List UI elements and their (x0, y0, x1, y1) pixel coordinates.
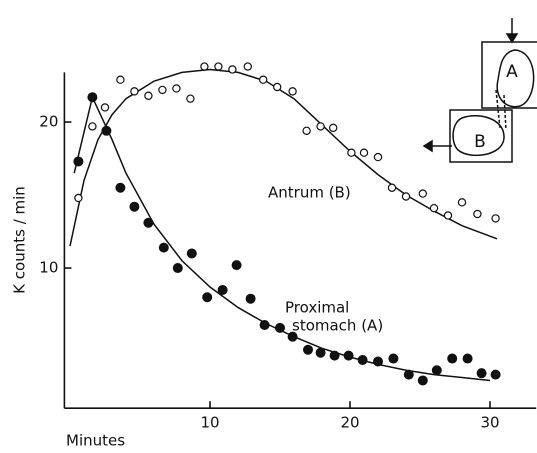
open-point (186, 94, 195, 103)
y-axis-label: K counts / min (11, 186, 29, 294)
fit-curve (69, 68, 498, 247)
filled-point (87, 92, 98, 103)
filled-point (202, 292, 213, 303)
filled-point (275, 322, 286, 333)
filled-point (245, 293, 256, 304)
filled-point (303, 344, 314, 355)
filled-point (101, 125, 112, 136)
fit-curve (73, 94, 491, 382)
open-point (443, 211, 453, 220)
open-point (74, 193, 83, 203)
filled-point (417, 375, 428, 386)
open-point (172, 84, 181, 93)
filled-point (476, 368, 487, 379)
inset-label: A (506, 62, 518, 82)
open-point (302, 126, 311, 136)
open-point (347, 148, 356, 157)
filled-point (231, 260, 242, 271)
open-point (329, 123, 338, 133)
open-point (401, 192, 411, 201)
filled-point (431, 365, 442, 376)
annotation: Proximal (285, 299, 349, 317)
filled-point (217, 284, 228, 295)
filled-point (447, 353, 458, 364)
open-point (429, 203, 439, 213)
open-point (457, 198, 467, 207)
open-point (473, 209, 482, 219)
open-point (214, 62, 223, 71)
filled-point (73, 156, 84, 167)
filled-point (462, 353, 473, 364)
open-point (316, 122, 325, 131)
open-point (491, 214, 500, 223)
x-tick-label: 20 (340, 414, 359, 432)
filled-point (329, 350, 340, 361)
filled-point (186, 248, 197, 259)
filled-point (172, 263, 183, 274)
open-point (130, 87, 139, 96)
open-point (100, 103, 110, 112)
open-point (228, 65, 237, 74)
filled-point (143, 217, 154, 228)
x-tick-label: 10 (200, 414, 219, 432)
open-point (273, 82, 282, 92)
filled-point (357, 355, 368, 366)
open-point (259, 75, 268, 84)
filled-point (115, 182, 126, 193)
open-point (418, 189, 427, 198)
inset-diagram (422, 18, 537, 163)
filled-point (343, 350, 354, 361)
filled-point (259, 319, 270, 330)
open-point (200, 62, 209, 71)
open-point (116, 75, 125, 84)
open-point (373, 152, 383, 162)
open-point (243, 62, 252, 71)
filled-point (287, 331, 298, 342)
x-tick-label: 30 (480, 414, 499, 432)
filled-point (158, 242, 169, 253)
filled-point (373, 356, 384, 367)
open-point (144, 91, 153, 100)
filled-point (403, 369, 414, 380)
filled-point (129, 201, 140, 212)
open-point (88, 122, 97, 131)
filled-point (490, 369, 501, 380)
inset-label: B (474, 132, 486, 152)
filled-point (315, 347, 326, 358)
y-tick-label: 10 (39, 259, 58, 277)
open-point (387, 183, 397, 192)
open-point (359, 148, 369, 157)
annotation: stomach (A) (292, 317, 383, 335)
open-point (158, 85, 167, 95)
filled-point (388, 353, 399, 364)
x-axis-label: Minutes (66, 432, 125, 450)
open-point (288, 87, 297, 96)
y-tick-label: 20 (39, 113, 58, 131)
annotation: Antrum (B) (268, 184, 351, 202)
